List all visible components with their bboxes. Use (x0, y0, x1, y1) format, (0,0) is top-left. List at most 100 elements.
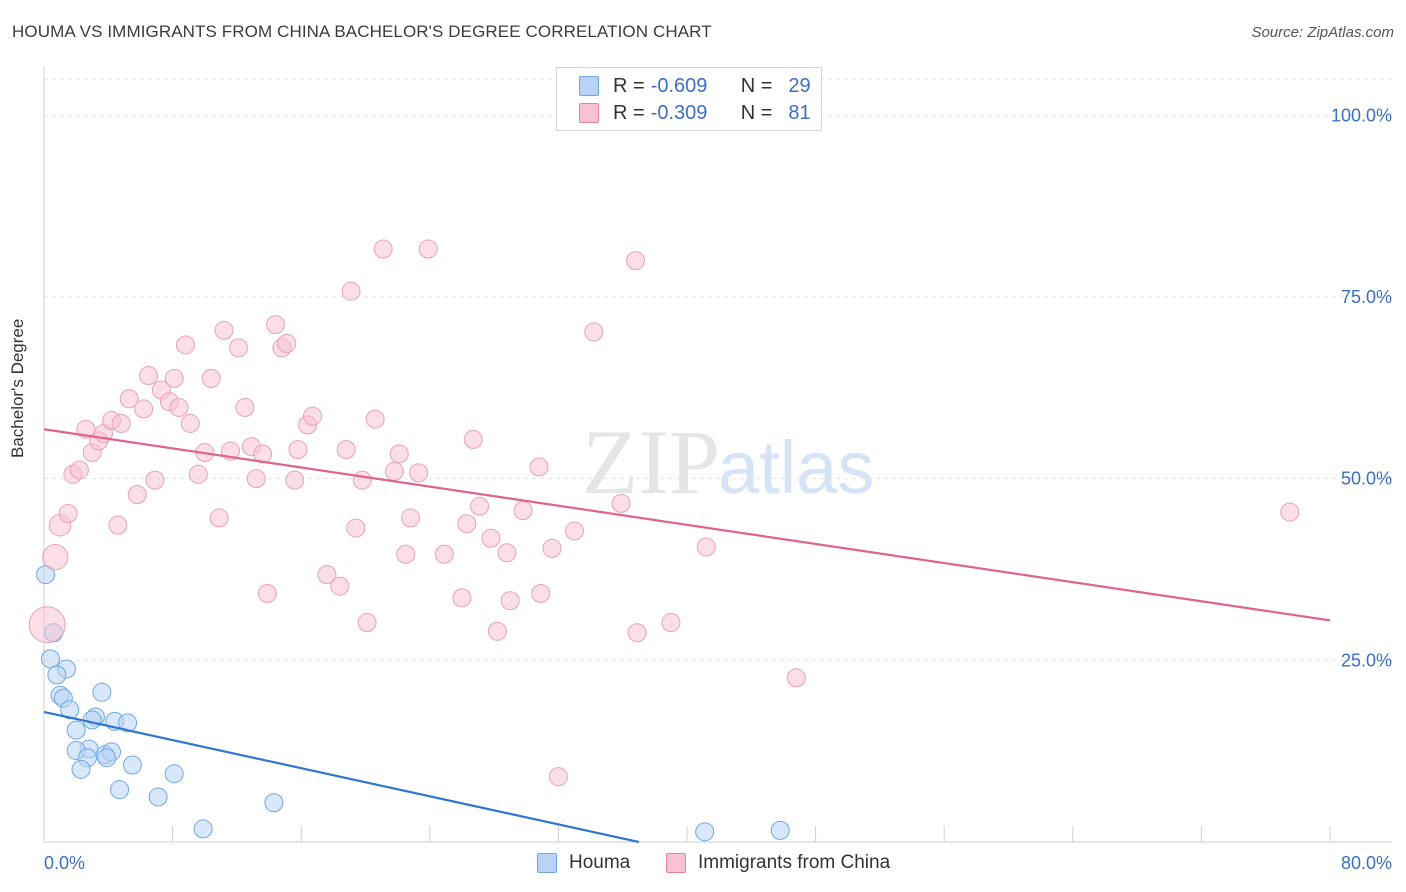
y-tick-label: 50.0% (1341, 469, 1392, 489)
china-point (127, 485, 147, 505)
china-point (463, 429, 483, 449)
china-point (336, 440, 356, 460)
china-point (418, 239, 438, 259)
china-swatch (579, 103, 599, 123)
source-label: Source: ZipAtlas.com (1251, 24, 1394, 41)
houma-point (71, 759, 91, 779)
china-point (209, 508, 229, 528)
houma-point (40, 649, 60, 669)
china-point (42, 544, 69, 571)
bottom-legend-china: Immigrants from China (666, 852, 890, 874)
china-point (661, 613, 681, 633)
legend-n-label: N = (740, 74, 773, 97)
china-point (138, 365, 158, 385)
houma-point (118, 713, 138, 733)
houma-point (60, 700, 80, 720)
houma-point (695, 822, 715, 842)
china-point (188, 464, 208, 484)
china-point (696, 537, 716, 557)
china-point (229, 338, 249, 358)
china-point (1280, 502, 1300, 522)
china-point (786, 668, 806, 688)
china-point (627, 623, 647, 643)
watermark-atlas: atlas (718, 426, 874, 509)
china-point (409, 463, 429, 483)
china-point (265, 315, 285, 335)
houma-point (164, 764, 184, 784)
china-point (235, 397, 255, 417)
china-point (389, 444, 409, 464)
china-legend-swatch (666, 853, 686, 873)
china-point (277, 334, 297, 354)
china-point (564, 521, 584, 541)
china-point (317, 565, 337, 585)
legend-row-houma: R = -0.609 N = 29 (579, 74, 811, 98)
china-point (548, 767, 568, 787)
china-point (396, 544, 416, 564)
china-point (626, 251, 646, 271)
china-point (346, 518, 366, 538)
houma-point (110, 780, 130, 800)
houma-point (92, 682, 112, 702)
houma-point (264, 793, 284, 813)
watermark-zip: ZIP (582, 411, 720, 513)
china-point (253, 444, 273, 464)
china-point (373, 239, 393, 259)
houma-trend-line (43, 710, 640, 844)
houma-legend-label: Houma (569, 852, 631, 873)
china-point (169, 397, 189, 417)
china-point (352, 470, 372, 490)
houma-point (148, 787, 168, 807)
china-point (180, 413, 200, 433)
legend-n-value: 81 (788, 101, 811, 124)
china-point (584, 322, 604, 342)
china-point (529, 457, 549, 477)
china-point (175, 335, 195, 355)
houma-legend-swatch (537, 853, 557, 873)
china-point (341, 281, 361, 301)
china-point (134, 399, 154, 419)
legend-n-label: N = (740, 101, 773, 124)
legend-n-value: 29 (788, 74, 811, 97)
houma-point (97, 748, 117, 768)
y-tick-label: 75.0% (1341, 287, 1392, 307)
houma-swatch (579, 76, 599, 96)
china-point (145, 470, 165, 490)
china-point (513, 501, 533, 521)
china-point (257, 583, 277, 603)
china-point (357, 613, 377, 633)
china-point (500, 591, 520, 611)
y-tick-label: 25.0% (1341, 650, 1392, 670)
china-point (285, 470, 305, 490)
houma-point (47, 665, 67, 685)
china-point (288, 440, 308, 460)
china-point (434, 544, 454, 564)
china-trend-line (43, 428, 1331, 622)
houma-point (122, 755, 142, 775)
x-tick-label: 0.0% (44, 853, 85, 873)
x-tick-label: 80.0% (1341, 853, 1392, 873)
legend-row-china: R = -0.309 N = 81 (579, 101, 811, 125)
legend-r-label: R = (613, 74, 645, 97)
china-point (365, 409, 385, 429)
y-tick-label: 100.0% (1331, 105, 1392, 125)
china-point (119, 389, 139, 409)
houma-point (66, 720, 86, 740)
china-point (470, 496, 490, 516)
china-point (384, 461, 404, 481)
chart-title: HOUMA VS IMMIGRANTS FROM CHINA BACHELOR'… (12, 22, 712, 41)
bottom-legend-houma: Houma (537, 852, 630, 874)
china-point (611, 493, 631, 513)
houma-point (82, 710, 102, 730)
china-point (28, 606, 66, 644)
china-point (214, 320, 234, 340)
houma-point (770, 820, 790, 840)
china-point (457, 514, 477, 534)
legend-r-value: -0.609 (650, 74, 708, 97)
china-point (164, 368, 184, 388)
legend-box: R = -0.609 N = 29 R = -0.309 N = 81 (556, 67, 822, 131)
china-point (330, 576, 350, 596)
china-point (452, 588, 472, 608)
china-point (531, 583, 551, 603)
china-point (487, 621, 507, 641)
